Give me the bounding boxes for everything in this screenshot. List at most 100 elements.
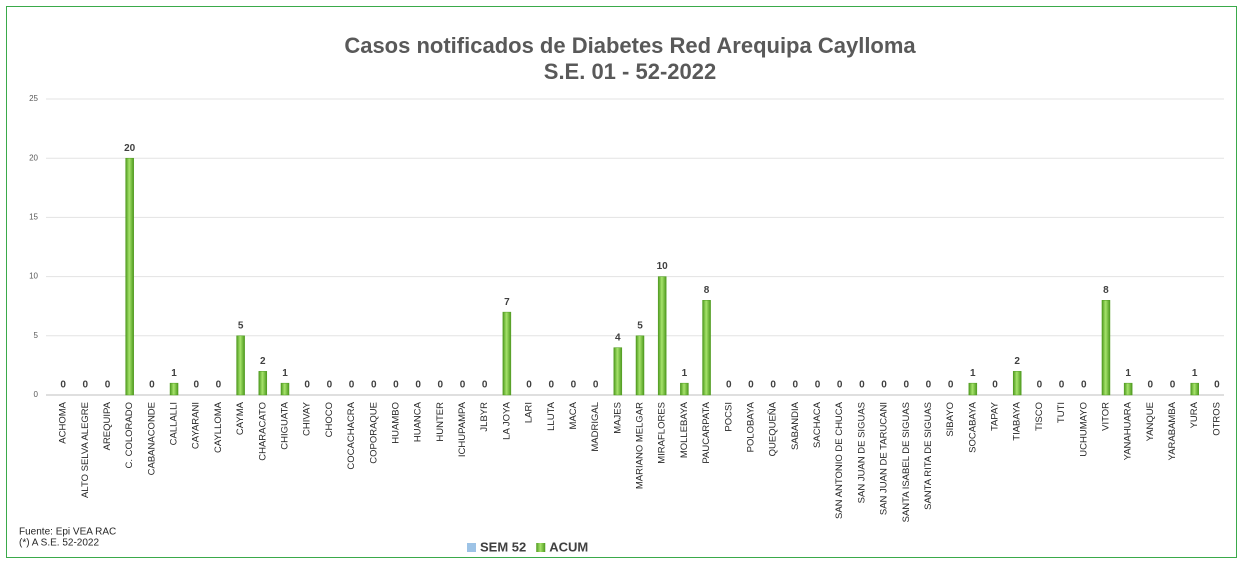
data-label: 4 [615, 332, 621, 343]
footnote: (*) A S.E. 52-2022 [19, 538, 99, 549]
x-tick-label: JLBYR [479, 402, 490, 432]
data-label: 0 [571, 380, 577, 391]
x-tick-label: CHIGUATA [279, 401, 290, 449]
x-tick-label: PAUCARPATA [701, 401, 712, 463]
x-tick-label: ACHOMA [58, 401, 69, 443]
x-tick-label: OTROS [1211, 402, 1222, 436]
data-label: 1 [171, 368, 177, 379]
x-tick-label: SANTA RITA DE SIGUAS [923, 402, 934, 510]
x-tick-label: HUNTER [435, 402, 446, 442]
bar [657, 276, 667, 396]
data-label: 0 [770, 380, 776, 391]
data-label: 0 [149, 380, 155, 391]
data-label: 5 [238, 320, 244, 331]
data-label: 0 [748, 380, 754, 391]
data-label: 0 [1037, 380, 1043, 391]
bar [613, 347, 623, 396]
data-label: 0 [1170, 380, 1176, 391]
x-tick-label: CAYARANI [191, 402, 202, 449]
data-label: 0 [216, 380, 222, 391]
x-tick-label: COCACHACRA [346, 401, 357, 469]
x-tick-label: CAYMA [235, 401, 246, 435]
y-tick-label: 25 [29, 94, 38, 103]
x-tick-label: C. COLORADO [124, 402, 135, 469]
data-label: 5 [637, 320, 643, 331]
x-tick-label: UCHUMAYO [1078, 402, 1089, 457]
x-tick-label: SAN JUAN DE TARUCANI [879, 402, 890, 515]
x-tick-label: LA JOYA [501, 401, 512, 440]
x-tick-label: CHOCO [324, 402, 335, 437]
bar [280, 382, 290, 396]
data-label: 8 [1103, 285, 1109, 296]
data-label: 1 [1125, 368, 1131, 379]
data-label: 0 [992, 380, 998, 391]
x-tick-label: AREQUIPA [102, 401, 113, 450]
data-label: 1 [1192, 368, 1198, 379]
x-tick-label: CALLALLI [169, 402, 180, 445]
x-tick-label: MADRIGAL [590, 402, 601, 452]
data-label: 0 [415, 380, 421, 391]
data-label: 0 [881, 380, 887, 391]
x-tick-label: SAN JUAN DE SIGUAS [856, 402, 867, 503]
data-label: 0 [548, 380, 554, 391]
x-tick-label: QUEQUEÑA [768, 401, 779, 456]
y-tick-label: 5 [34, 331, 39, 340]
data-label: 8 [704, 285, 710, 296]
data-label: 0 [1148, 380, 1154, 391]
x-tick-label: LLUTA [546, 401, 557, 431]
x-tick-label: YURA [1189, 401, 1200, 428]
data-label: 0 [438, 380, 444, 391]
x-tick-label: LARI [524, 402, 535, 423]
bar [702, 300, 711, 396]
x-tick-label: CHARACATO [257, 402, 268, 461]
x-tick-label: ALTO SELVA ALEGRE [80, 402, 91, 498]
bar [1190, 382, 1199, 396]
data-label: 0 [393, 380, 399, 391]
x-tick-label: YANQUE [1145, 402, 1156, 441]
data-label: 0 [903, 380, 909, 391]
legend-swatch [536, 543, 546, 552]
bar [1123, 382, 1133, 396]
frame [6, 6, 1237, 558]
data-label: 1 [682, 368, 688, 379]
y-tick-label: 20 [29, 153, 38, 162]
x-tick-label: MACA [568, 401, 579, 429]
data-label: 0 [105, 380, 111, 391]
x-tick-label: CHIVAY [302, 401, 313, 436]
data-label: 0 [1214, 380, 1220, 391]
x-tick-label: SIBAYO [945, 402, 956, 437]
x-tick-label: SOCABAYA [967, 401, 978, 453]
bar [169, 382, 179, 396]
footnote: Fuente: Epi VEA RAC [19, 527, 116, 538]
data-label: 20 [124, 143, 136, 154]
x-tick-label: SABANDIA [790, 401, 801, 450]
data-label: 0 [593, 380, 599, 391]
data-label: 0 [83, 380, 89, 391]
x-tick-label: TUTI [1056, 402, 1067, 423]
data-label: 0 [859, 380, 865, 391]
data-label: 0 [815, 380, 821, 391]
y-tick-label: 0 [34, 390, 39, 399]
x-tick-label: CABANACONDE [146, 402, 157, 475]
data-label: 0 [304, 380, 310, 391]
chart-title: Casos notificados de Diabetes Red Arequi… [344, 33, 916, 58]
data-label: 0 [926, 380, 932, 391]
bar [1012, 371, 1022, 396]
bar [968, 382, 978, 396]
x-tick-label: MOLLEBAYA [679, 401, 690, 458]
data-label: 0 [193, 380, 199, 391]
x-tick-label: ICHUPAMPA [457, 401, 468, 457]
legend-swatch [467, 543, 476, 552]
data-label: 0 [526, 380, 532, 391]
data-label: 7 [504, 297, 510, 308]
x-tick-label: MIRAFLORES [657, 402, 668, 464]
data-label: 0 [482, 380, 488, 391]
x-tick-label: COPORAQUE [368, 402, 379, 464]
data-label: 0 [793, 380, 799, 391]
data-label: 2 [1014, 356, 1020, 367]
data-label: 1 [970, 368, 976, 379]
data-label: 0 [327, 380, 333, 391]
x-tick-label: POLOBAYA [745, 401, 756, 452]
data-label: 0 [948, 380, 954, 391]
